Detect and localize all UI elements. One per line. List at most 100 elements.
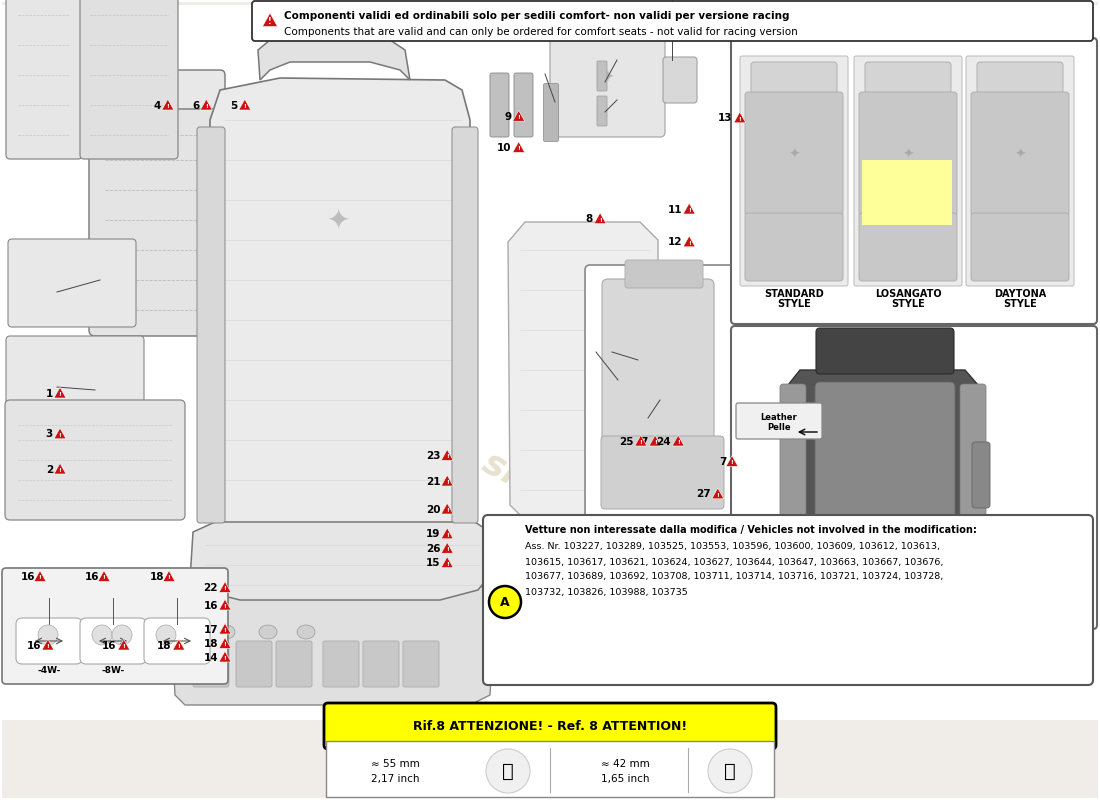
FancyBboxPatch shape (89, 109, 239, 336)
FancyBboxPatch shape (971, 213, 1069, 281)
Text: 7: 7 (719, 457, 727, 467)
FancyBboxPatch shape (6, 336, 144, 409)
Polygon shape (170, 585, 495, 705)
FancyBboxPatch shape (977, 62, 1063, 96)
FancyBboxPatch shape (326, 741, 774, 797)
Text: 16: 16 (85, 572, 99, 582)
Polygon shape (258, 35, 410, 80)
Text: Ass. Nr. 103227, 103289, 103525, 103553, 103596, 103600, 103609, 103612, 103613,: Ass. Nr. 103227, 103289, 103525, 103553,… (525, 542, 940, 551)
Polygon shape (513, 142, 525, 152)
Text: 15: 15 (426, 558, 440, 568)
Text: DAYTONA: DAYTONA (994, 289, 1046, 299)
Text: Rif.8 ATTENZIONE! - Ref. 8 ATTENTION!: Rif.8 ATTENZIONE! - Ref. 8 ATTENTION! (412, 719, 688, 733)
Ellipse shape (258, 625, 277, 639)
Text: !: ! (716, 493, 719, 498)
Text: 103677, 103689, 103692, 103708, 103711, 103714, 103716, 103721, 103724, 103728,: 103677, 103689, 103692, 103708, 103711, … (525, 573, 944, 582)
Text: Components that are valid and can only be ordered for comfort seats - not valid : Components that are valid and can only b… (284, 27, 798, 37)
Text: !: ! (58, 392, 62, 397)
Text: 16: 16 (204, 601, 218, 610)
Text: !: ! (46, 644, 50, 649)
Text: 24: 24 (657, 437, 671, 446)
FancyBboxPatch shape (859, 213, 957, 281)
Text: 9: 9 (505, 112, 512, 122)
Text: Old solution: Old solution (631, 527, 698, 537)
Circle shape (112, 625, 132, 645)
FancyBboxPatch shape (9, 404, 140, 448)
Polygon shape (734, 112, 746, 122)
FancyBboxPatch shape (736, 403, 822, 439)
Text: 26: 26 (426, 544, 440, 554)
Polygon shape (508, 222, 658, 522)
Text: 20: 20 (426, 505, 440, 514)
Text: 4: 4 (153, 101, 161, 110)
Text: !: ! (639, 440, 642, 445)
Polygon shape (219, 599, 231, 610)
FancyBboxPatch shape (2, 5, 1098, 720)
Text: 3: 3 (46, 430, 53, 439)
Text: !: ! (177, 644, 180, 649)
Text: 16: 16 (26, 641, 41, 650)
Text: !: ! (446, 454, 449, 459)
Polygon shape (263, 13, 277, 26)
Text: !: ! (223, 656, 227, 661)
Polygon shape (54, 463, 66, 474)
Text: !: ! (268, 18, 272, 26)
Text: ≈ 42 mm: ≈ 42 mm (601, 759, 649, 769)
Text: ≈ 55 mm: ≈ 55 mm (371, 759, 419, 769)
Polygon shape (683, 236, 695, 247)
FancyBboxPatch shape (751, 62, 837, 96)
FancyBboxPatch shape (6, 0, 82, 159)
Text: !: ! (688, 241, 691, 246)
Text: !: ! (223, 586, 227, 591)
FancyBboxPatch shape (550, 19, 666, 137)
Text: !: ! (446, 547, 449, 552)
FancyBboxPatch shape (95, 70, 226, 130)
FancyBboxPatch shape (16, 618, 82, 664)
FancyBboxPatch shape (192, 641, 229, 687)
Text: ✦: ✦ (1014, 148, 1026, 162)
Text: !: ! (676, 440, 680, 445)
FancyBboxPatch shape (740, 56, 848, 286)
FancyBboxPatch shape (597, 61, 607, 91)
Text: !: ! (167, 575, 170, 580)
Text: !: ! (205, 104, 208, 109)
Text: 🐴: 🐴 (724, 762, 736, 781)
Polygon shape (441, 528, 453, 539)
Text: 21: 21 (426, 477, 440, 486)
Polygon shape (441, 542, 453, 554)
Circle shape (490, 586, 521, 618)
FancyBboxPatch shape (236, 641, 272, 687)
Text: Componenti validi ed ordinabili solo per sedili comfort- non validi per versione: Componenti validi ed ordinabili solo per… (284, 11, 790, 21)
Circle shape (39, 625, 58, 645)
Text: 18: 18 (157, 641, 172, 650)
Text: Leather: Leather (760, 413, 798, 422)
Text: A: A (500, 595, 509, 609)
Circle shape (486, 749, 530, 793)
FancyBboxPatch shape (663, 57, 697, 103)
Ellipse shape (217, 625, 235, 639)
Text: !: ! (730, 460, 734, 466)
FancyBboxPatch shape (197, 127, 226, 523)
Text: !: ! (58, 468, 62, 473)
Text: !: ! (243, 104, 246, 109)
FancyBboxPatch shape (745, 92, 843, 216)
FancyBboxPatch shape (745, 213, 843, 281)
Text: 16: 16 (21, 572, 35, 582)
Text: 2,17 inch: 2,17 inch (371, 774, 419, 784)
Text: Pelle: Pelle (767, 422, 791, 431)
Polygon shape (726, 456, 738, 466)
FancyBboxPatch shape (8, 239, 136, 327)
Polygon shape (219, 651, 231, 662)
Polygon shape (118, 639, 130, 650)
Text: LOSANGATO: LOSANGATO (874, 289, 942, 299)
Text: 27: 27 (696, 490, 711, 499)
Text: ✦: ✦ (789, 148, 800, 162)
FancyBboxPatch shape (543, 83, 559, 142)
Text: STYLE: STYLE (891, 299, 925, 309)
Polygon shape (672, 435, 684, 446)
Text: 17: 17 (204, 625, 218, 634)
Polygon shape (190, 522, 490, 600)
Text: !: ! (223, 604, 227, 609)
FancyBboxPatch shape (80, 0, 178, 159)
FancyBboxPatch shape (856, 551, 1025, 587)
